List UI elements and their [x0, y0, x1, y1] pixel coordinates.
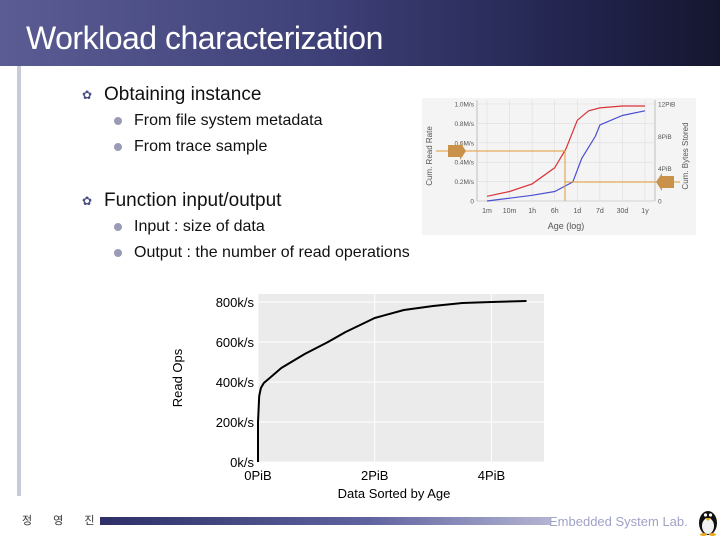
sub-bullet: From file system metadata: [114, 112, 323, 130]
footer-bar: [100, 517, 550, 525]
y-tick-label: 400k/s: [216, 375, 255, 390]
age-cdf-chart: 1m 10m 1h 6h 1d 7d 30d 1y 0 0.2M/s 0.4M/s 0.6M/s 0.8…: [422, 98, 696, 235]
bullet-dot-icon: [114, 143, 122, 151]
age-cdf-chart-svg: 1m 10m 1h 6h 1d 7d 30d 1y 0 0.2M/s 0.4M/s 0.6M/s 0.8…: [425, 100, 690, 231]
slide-title: Workload characterization: [26, 20, 383, 56]
penguin-logo-icon: [699, 511, 717, 536]
y-tick-label: 800k/s: [216, 295, 255, 310]
y2-axis-label: Cum. Bytes Stored: [681, 122, 690, 189]
plot-background: [258, 294, 544, 462]
read-ops-chart: 0PiB 2PiB 4PiB 0k/s 200k/s 400k/s 600k/s 800k/s…: [168, 292, 548, 502]
y-tick-label: 0.2M/s: [454, 179, 474, 186]
sub-bullet: From trace sample: [114, 138, 267, 156]
x-tick-label: 30d: [617, 208, 629, 215]
y-axis-label: Cum. Read Rate: [425, 126, 434, 186]
y-tick-label: 1.0M/s: [454, 102, 474, 109]
x-axis-label: Age (log): [548, 221, 585, 231]
bullet-obtaining-instance: ✿ Obtaining instance: [82, 84, 262, 105]
y-tick-label: 200k/s: [216, 415, 255, 430]
left-rule: [17, 66, 21, 496]
x-tick-label: 4PiB: [478, 468, 505, 483]
bullet-dot-icon: [114, 223, 122, 231]
x-tick-label: 1h: [528, 208, 536, 215]
footer-author: 정 영 진: [22, 515, 104, 527]
y2-tick-label: 8PiB: [658, 134, 672, 141]
read-ops-chart-svg: 0PiB 2PiB 4PiB 0k/s 200k/s 400k/s 600k/s 800k/s…: [170, 294, 544, 501]
series-line-bytes-stored: [486, 110, 646, 202]
y-tick-label: 0.8M/s: [454, 121, 474, 128]
x-tick-label: 1y: [641, 208, 649, 215]
x-tick-label: 6h: [551, 208, 559, 215]
bullet-flower-icon: ✿: [82, 88, 93, 102]
bullet-function-io: ✿ Function input/output: [82, 190, 282, 211]
sub-bullet: Input : size of data: [114, 218, 265, 236]
x-tick-label: 1m: [482, 208, 492, 215]
left-arrow-icon: [656, 173, 674, 191]
y2-tick-label: 4PiB: [658, 166, 672, 173]
x-tick-label: 2PiB: [361, 468, 388, 483]
y-tick-label: 0.4M/s: [454, 160, 474, 167]
y2-tick-label: 0: [658, 199, 662, 206]
title-bar: Workload characterization: [0, 0, 720, 66]
x-tick-label: 0PiB: [244, 468, 271, 483]
y-axis-label: Read Ops: [170, 348, 185, 407]
x-tick-label: 10m: [503, 208, 517, 215]
series-line-read-rate: [486, 105, 645, 197]
y2-tick-label: 12PiB: [658, 102, 675, 109]
footer-lab-name: Embedded System Lab.: [549, 514, 688, 529]
x-tick-label: 1d: [573, 208, 581, 215]
series-line-read-ops: [257, 300, 527, 462]
y-tick-label: 0.6M/s: [454, 140, 474, 147]
bullet-dot-icon: [114, 117, 122, 125]
bullet-dot-icon: [114, 249, 122, 257]
y-tick-label: 0: [470, 199, 474, 206]
right-arrow-icon: [448, 142, 466, 160]
bullet-flower-icon: ✿: [82, 194, 93, 208]
y-tick-label: 0k/s: [230, 455, 254, 470]
sub-bullet: Output : the number of read operations: [114, 244, 410, 262]
y-tick-label: 600k/s: [216, 335, 255, 350]
x-tick-label: 7d: [596, 208, 604, 215]
x-axis-label: Data Sorted by Age: [338, 486, 451, 501]
